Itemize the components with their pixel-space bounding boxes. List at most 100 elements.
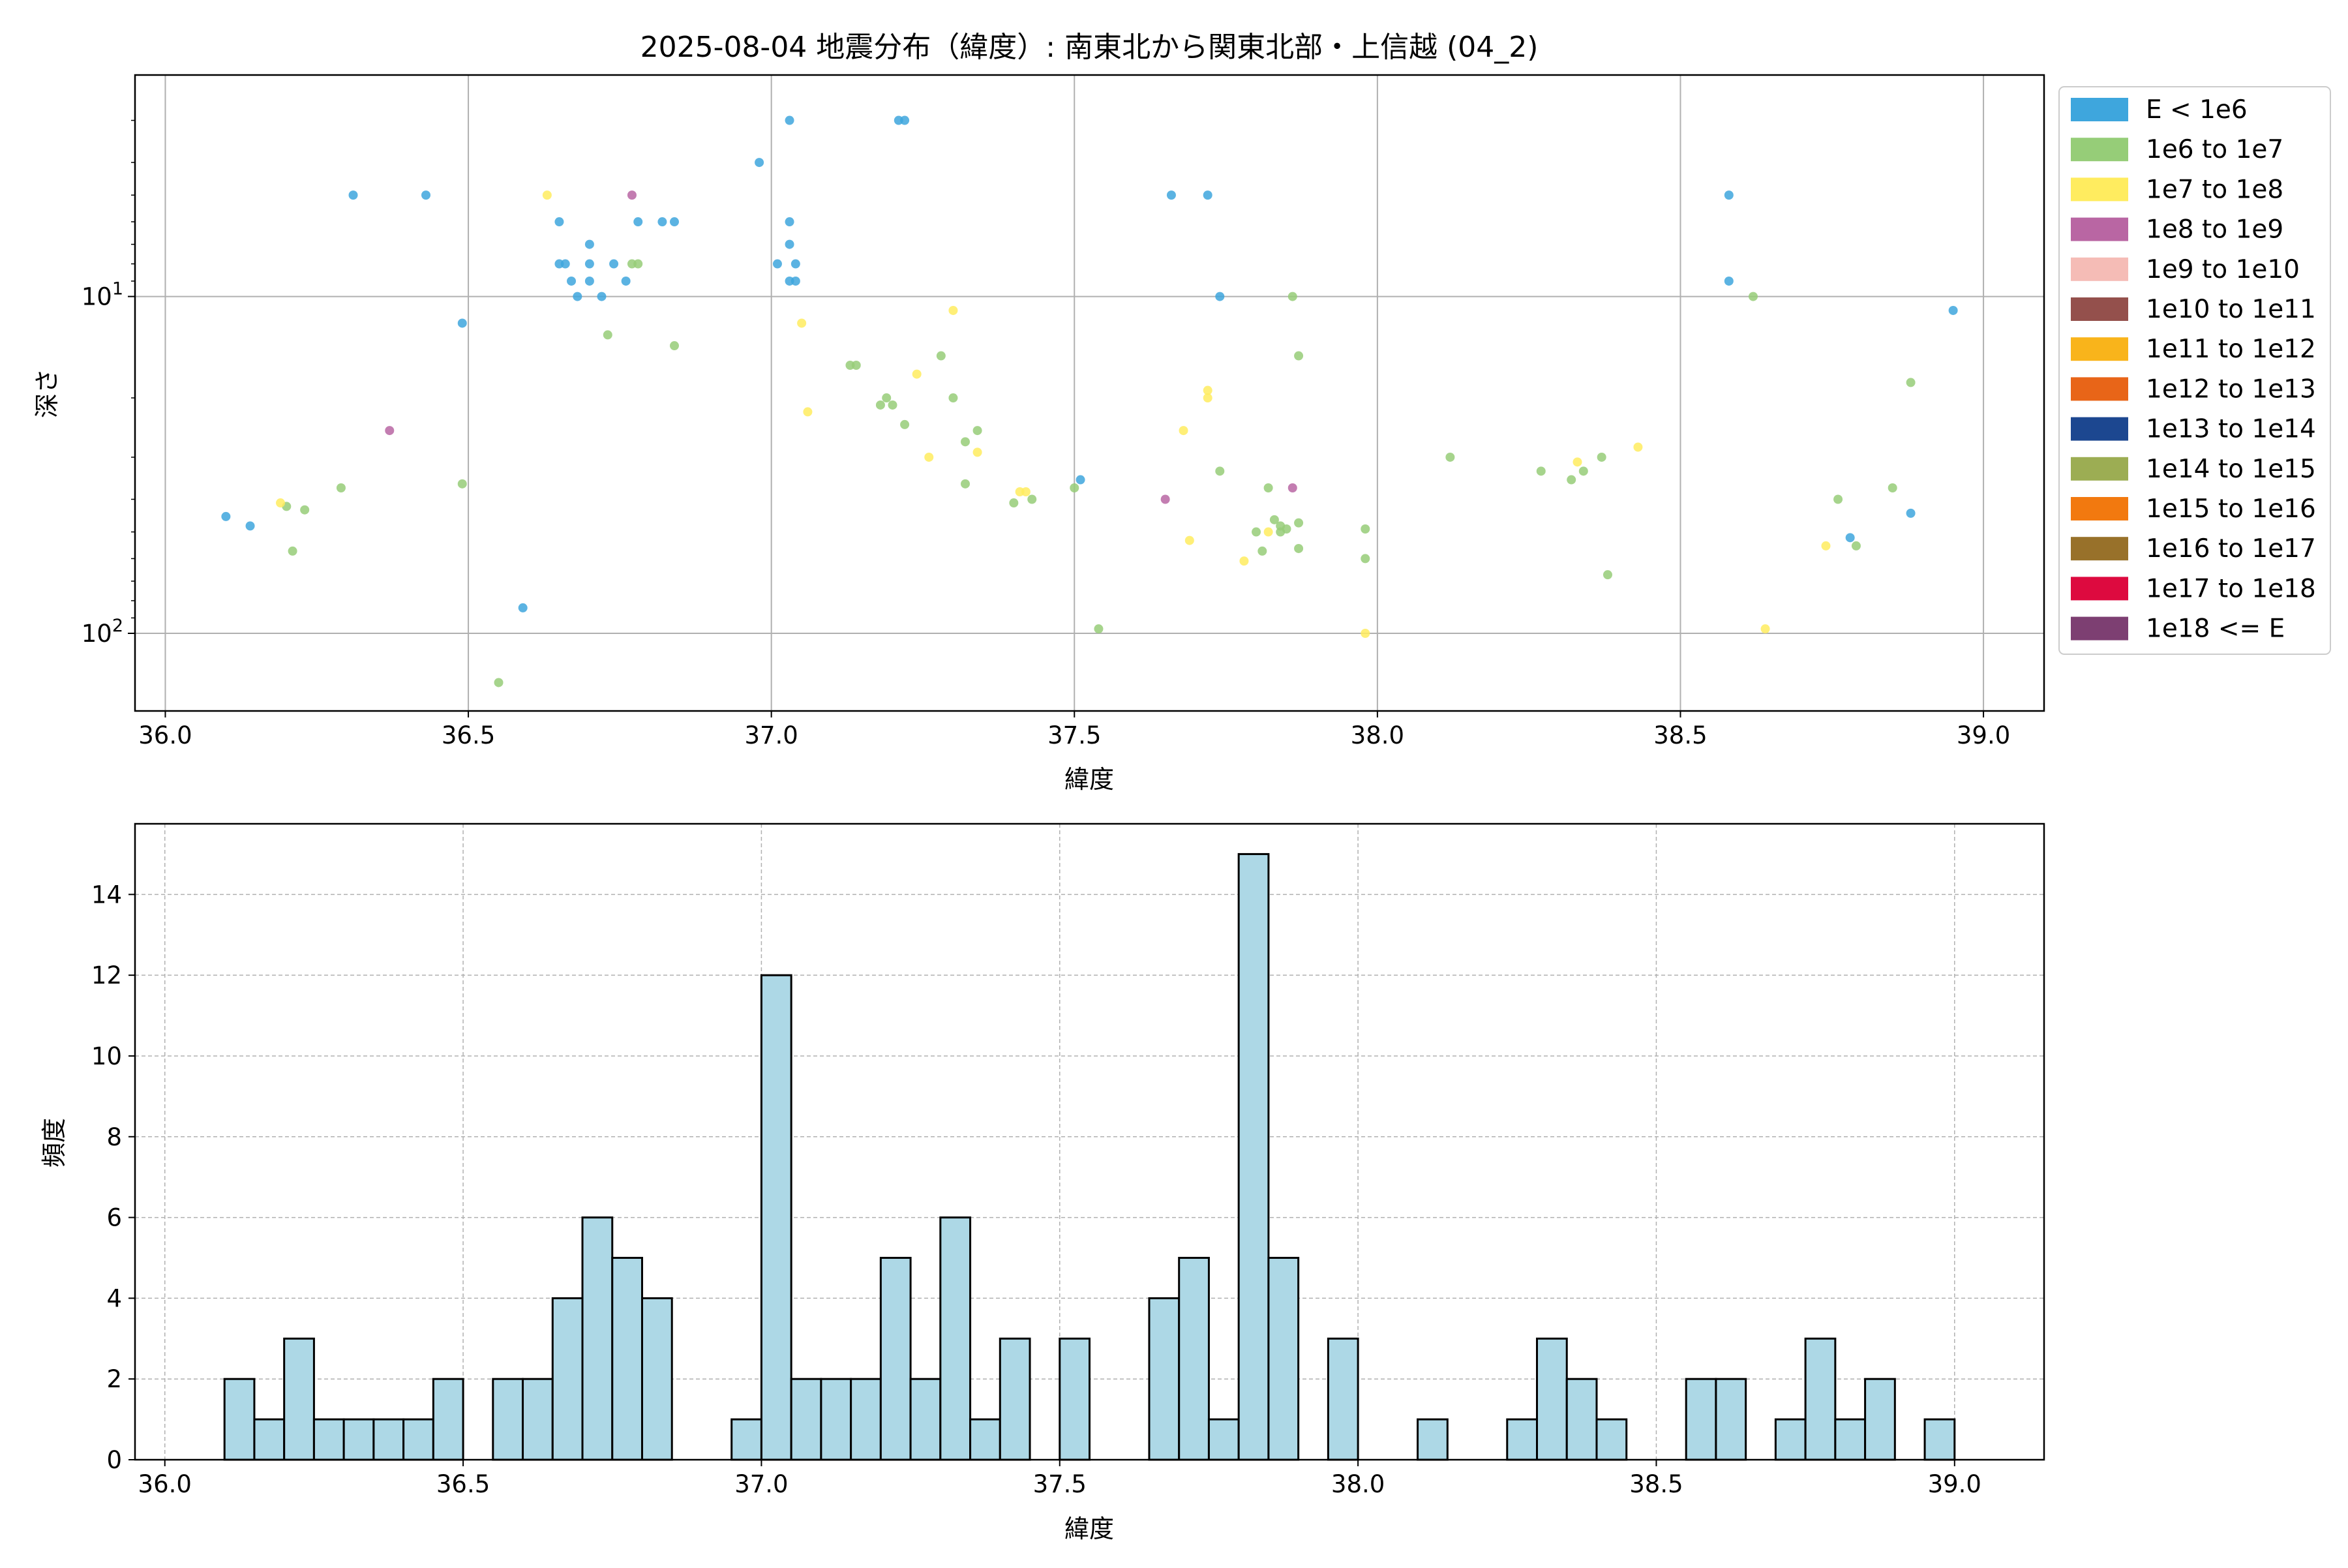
scatter-point — [1906, 508, 1916, 518]
legend-label: 1e16 to 1e17 — [2146, 534, 2316, 564]
legend-swatch — [2071, 457, 2128, 481]
scatter-point — [336, 483, 346, 493]
histogram-x-tick-label: 36.5 — [436, 1470, 490, 1498]
legend-label: 1e6 to 1e7 — [2146, 135, 2283, 164]
scatter-point — [221, 511, 231, 521]
scatter-point — [603, 330, 612, 340]
legend-swatch — [2071, 577, 2128, 601]
scatter-point — [1361, 554, 1370, 564]
histogram-bar — [1595, 1418, 1628, 1461]
legend: E < 1e6 1e6 to 1e7 1e7 to 1e8 1e8 to 1e9 1e9… — [2058, 86, 2331, 655]
legend-swatch — [2071, 138, 2128, 162]
scatter-point — [961, 479, 971, 489]
scatter-x-tick-label: 36.5 — [442, 721, 495, 749]
scatter-point — [803, 407, 813, 417]
histogram-chart: 36.0 36.5 37.0 37.5 38.0 38.5 39.0 0 2 4 6 8 10 12 14… — [40, 822, 2045, 1543]
scatter-point — [882, 393, 892, 403]
scatter-points — [221, 115, 1958, 687]
scatter-point — [797, 318, 807, 328]
histogram-bar — [312, 1418, 345, 1461]
histogram-bar — [939, 1216, 972, 1461]
scatter-point — [1845, 533, 1855, 543]
scatter-point — [300, 505, 310, 515]
histogram-bar — [1864, 1378, 1896, 1461]
histogram-y-tick-label: 2 — [106, 1365, 122, 1393]
scatter-point — [785, 217, 794, 227]
histogram-bar — [1506, 1418, 1539, 1461]
legend-label: 1e17 to 1e18 — [2146, 574, 2316, 603]
scatter-point — [1603, 570, 1612, 580]
chart-title: 2025-08-04 地震分布（緯度）: 南東北から関東北部・上信越 (04_2… — [640, 31, 1539, 64]
legend-label: 1e8 to 1e9 — [2146, 215, 2283, 245]
scatter-point — [554, 217, 564, 227]
histogram-x-tick-label: 38.5 — [1629, 1470, 1683, 1498]
scatter-point — [948, 393, 958, 403]
histogram-bar — [820, 1378, 852, 1461]
histogram-y-tick-label: 0 — [106, 1446, 122, 1474]
scatter-point — [1203, 385, 1212, 395]
histogram-bar — [522, 1378, 554, 1461]
legend-label: 1e11 to 1e12 — [2146, 335, 2316, 364]
scatter-point — [924, 452, 934, 462]
legend-label: 1e9 to 1e10 — [2146, 255, 2300, 284]
scatter-x-tick-label: 39.0 — [1957, 721, 2010, 749]
scatter-point — [772, 259, 782, 269]
histogram-bar — [1237, 852, 1270, 1461]
legend-swatch — [2071, 537, 2128, 561]
histogram-bar — [790, 1378, 822, 1461]
scatter-point — [948, 305, 958, 315]
legend-items: E < 1e6 1e6 to 1e7 1e7 to 1e8 1e8 to 1e9 1e9… — [2071, 95, 2316, 644]
legend-label: E < 1e6 — [2146, 95, 2248, 125]
scatter-point — [385, 426, 395, 436]
scatter-point — [1821, 541, 1831, 550]
legend-label: 1e12 to 1e13 — [2146, 374, 2316, 404]
histogram-bar — [253, 1418, 286, 1461]
legend-swatch — [2071, 297, 2128, 321]
scatter-point — [1269, 515, 1279, 524]
histogram-y-tick-label: 14 — [91, 881, 122, 909]
legend-label: 1e18 <= E — [2146, 614, 2285, 644]
scatter-x-axis-label: 緯度 — [1064, 765, 1114, 794]
scatter-y-ticks: 101 102 — [82, 119, 135, 648]
scatter-point — [633, 259, 643, 269]
scatter-point — [888, 400, 897, 410]
histogram-y-tick-label: 8 — [106, 1123, 122, 1151]
histogram-bar — [1536, 1337, 1568, 1461]
histogram-bar — [969, 1418, 1001, 1461]
scatter-point — [972, 426, 982, 436]
histogram-bar — [850, 1378, 882, 1461]
histogram-x-axis-label: 緯度 — [1064, 1515, 1114, 1543]
scatter-point — [609, 259, 619, 269]
histogram-bar — [283, 1337, 315, 1461]
scatter-point — [1287, 483, 1297, 493]
histogram-bar — [640, 1297, 673, 1461]
scatter-point — [1445, 452, 1455, 462]
scatter-x-tick-label: 37.5 — [1047, 721, 1101, 749]
legend-swatch — [2071, 337, 2128, 361]
scatter-point — [1076, 475, 1085, 485]
scatter-point — [276, 498, 286, 508]
legend-swatch — [2071, 177, 2128, 202]
scatter-point — [1252, 527, 1261, 537]
histogram-x-tick-label: 38.0 — [1331, 1470, 1385, 1498]
legend-swatch — [2071, 497, 2128, 520]
histogram-x-tick-label: 37.5 — [1033, 1470, 1087, 1498]
scatter-point — [1257, 546, 1267, 556]
legend-label: 1e7 to 1e8 — [2146, 175, 2283, 204]
scatter-point — [1361, 524, 1370, 534]
histogram-bars — [223, 852, 1956, 1461]
scatter-x-ticks: 36.0 36.5 37.0 37.5 38.0 38.5 39.0 — [138, 711, 2010, 749]
histogram-bar — [1207, 1418, 1240, 1461]
scatter-point — [1094, 624, 1104, 634]
histogram-x-tick-label: 37.0 — [734, 1470, 788, 1498]
scatter-point — [1567, 475, 1576, 485]
scatter-point — [494, 678, 504, 687]
scatter-point — [900, 115, 910, 125]
histogram-bar — [581, 1216, 614, 1461]
histogram-bar — [1148, 1297, 1181, 1461]
histogram-y-ticks: 0 2 4 6 8 10 12 14 — [91, 881, 135, 1474]
histogram-bar — [1565, 1378, 1598, 1461]
scatter-point — [1215, 466, 1225, 476]
histogram-bar — [1804, 1337, 1837, 1461]
scatter-point — [785, 115, 794, 125]
